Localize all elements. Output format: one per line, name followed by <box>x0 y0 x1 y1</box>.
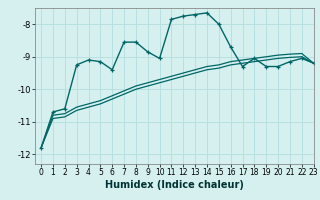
X-axis label: Humidex (Indice chaleur): Humidex (Indice chaleur) <box>105 180 244 190</box>
